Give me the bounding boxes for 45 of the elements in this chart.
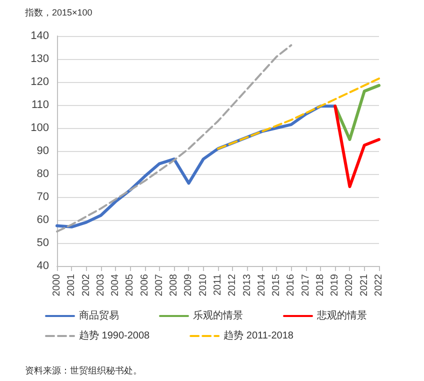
legend-label: 商品贸易 — [79, 310, 119, 322]
x-tick-label: 2021 — [358, 274, 370, 296]
x-tick-label: 2020 — [344, 274, 356, 296]
y-tick-label: 100 — [30, 122, 49, 134]
legend-label: 趋势 2011-2018 — [224, 330, 294, 342]
x-tick-label: 2003 — [95, 274, 106, 296]
x-tick-label: 2015 — [271, 274, 282, 296]
legend-label: 乐观的情景 — [193, 310, 243, 322]
x-tick-label: 2010 — [198, 274, 209, 296]
x-tick-label: 2018 — [314, 274, 326, 296]
x-tick-label: 2019 — [330, 274, 341, 296]
legend-label: 趋势 1990-2008 — [79, 330, 150, 342]
y-tick-label: 40 — [36, 260, 49, 272]
x-tick-label: 2014 — [256, 274, 268, 296]
line-series — [56, 44, 292, 232]
x-tick-label: 2008 — [168, 274, 180, 296]
line-series — [334, 84, 380, 141]
x-tick-label: 2002 — [80, 274, 92, 296]
x-tick-label: 2022 — [374, 274, 384, 296]
line-series — [334, 104, 380, 188]
x-tick-label: 2009 — [183, 274, 194, 296]
y-tick-label: 140 — [30, 30, 49, 42]
x-tick-label: 2011 — [212, 274, 224, 296]
x-tick-label: 2006 — [139, 274, 150, 296]
text: 资料来源：世贸组织秘书处。 — [25, 366, 142, 376]
x-tick-label: 2013 — [242, 274, 253, 296]
x-tick-label: 2007 — [154, 274, 165, 296]
x-tick-label: 2000 — [52, 274, 62, 296]
x-tick-label: 2012 — [227, 274, 238, 296]
x-tick-label: 2016 — [286, 274, 297, 296]
line-series — [217, 78, 380, 150]
y-axis-title: 指数，2015×100 — [24, 8, 92, 18]
x-tick-label: 2004 — [110, 274, 122, 296]
y-tick-label: 60 — [36, 214, 49, 226]
x-tick-label: 2017 — [300, 274, 312, 296]
x-tick-label: 2001 — [66, 274, 78, 296]
x-tick-label: 2005 — [124, 274, 136, 296]
y-tick-label: 110 — [31, 99, 49, 111]
y-tick-label: 50 — [36, 237, 49, 249]
y-tick-label: 90 — [36, 145, 49, 157]
y-tick-label: 130 — [30, 53, 49, 65]
y-tick-label: 70 — [36, 191, 49, 203]
y-tick-label: 120 — [30, 76, 49, 88]
y-tick-label: 80 — [36, 168, 49, 180]
legend-label: 悲观的情景 — [316, 310, 367, 322]
